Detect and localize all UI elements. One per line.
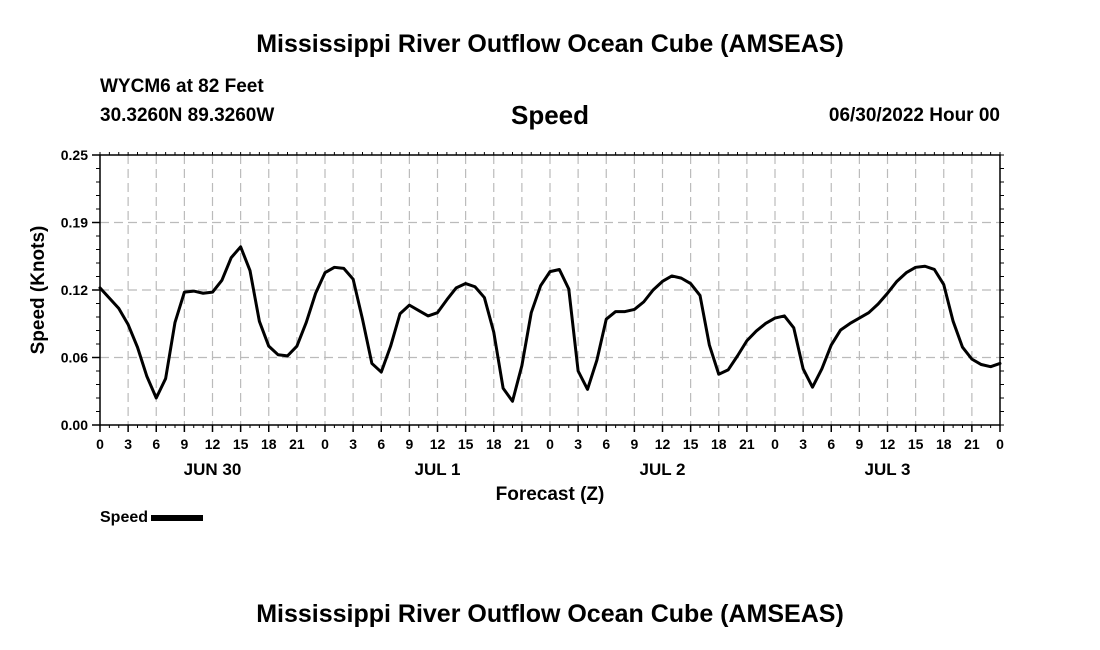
x-tick-label: 9 <box>180 436 188 452</box>
y-tick-label: 0.19 <box>61 215 88 231</box>
day-label: JUL 3 <box>865 460 911 479</box>
y-tick-label: 0.06 <box>61 350 88 366</box>
x-tick-label: 3 <box>799 436 807 452</box>
y-tick-label: 0.12 <box>61 282 88 298</box>
day-label: JUL 2 <box>640 460 686 479</box>
x-tick-label: 9 <box>630 436 638 452</box>
chart-title: Mississippi River Outflow Ocean Cube (AM… <box>256 30 844 58</box>
legend: Speed <box>100 509 204 527</box>
x-tick-label: 15 <box>908 436 924 452</box>
y-axis-title: Speed (Knots) <box>28 226 49 355</box>
x-tick-label: 15 <box>683 436 699 452</box>
forecast-date: 06/30/2022 Hour 00 <box>828 105 1000 126</box>
footer-title: Mississippi River Outflow Ocean Cube (AM… <box>256 600 844 628</box>
x-tick-label: 0 <box>996 436 1004 452</box>
x-tick-label: 6 <box>152 436 160 452</box>
variable-title: Speed <box>510 100 590 130</box>
x-tick-label: 12 <box>880 436 896 452</box>
x-tick-label: 0 <box>771 436 779 452</box>
day-label: JUL 1 <box>415 460 461 479</box>
x-tick-label: 0 <box>321 436 329 452</box>
y-tick-label: 0.00 <box>61 417 88 433</box>
x-tick-label: 21 <box>739 436 755 452</box>
x-tick-label: 18 <box>936 436 952 452</box>
x-axis-title: Forecast (Z) <box>496 484 605 505</box>
grid-lines <box>100 155 1000 425</box>
station-name: WYCM6 at 82 Feet <box>100 76 264 97</box>
x-tick-label: 21 <box>514 436 530 452</box>
y-tick-label: 0.25 <box>61 147 88 163</box>
x-tick-label: 6 <box>602 436 610 452</box>
x-tick-label: 6 <box>827 436 835 452</box>
speed-series-line <box>98 245 1002 403</box>
station-coordinates: 30.3260N 89.3260W <box>100 105 275 126</box>
day-label: JUN 30 <box>184 460 242 479</box>
x-tick-label: 18 <box>261 436 277 452</box>
x-tick-label: 12 <box>655 436 671 452</box>
x-tick-label: 3 <box>574 436 582 452</box>
x-tick-label: 3 <box>124 436 132 452</box>
y-tick-labels: 0.00 0.06 0.12 0.19 0.25 <box>61 147 88 433</box>
x-tick-label: 9 <box>855 436 863 452</box>
legend-line-swatch <box>151 515 204 521</box>
x-tick-label: 21 <box>289 436 305 452</box>
x-tick-labels: 0 3 6 9 12 15 18 21 0 3 6 9 12 15 18 21 0 3 6 9 12 15 18 21 0 3 6 9… <box>96 436 1004 452</box>
x-tick-label: 12 <box>430 436 446 452</box>
x-tick-label: 3 <box>349 436 357 452</box>
x-tick-label: 15 <box>233 436 249 452</box>
legend-label: Speed <box>100 509 149 526</box>
x-tick-label: 15 <box>458 436 474 452</box>
minor-ticks <box>92 152 1004 432</box>
x-tick-label: 6 <box>377 436 385 452</box>
x-tick-label: 12 <box>205 436 221 452</box>
x-tick-label: 18 <box>711 436 727 452</box>
x-tick-label: 9 <box>405 436 413 452</box>
x-tick-label: 18 <box>486 436 502 452</box>
x-tick-label: 0 <box>546 436 554 452</box>
x-tick-label: 0 <box>96 436 104 452</box>
x-tick-label: 21 <box>964 436 980 452</box>
day-labels: JUN 30 JUL 1 JUL 2 JUL 3 <box>184 460 911 479</box>
